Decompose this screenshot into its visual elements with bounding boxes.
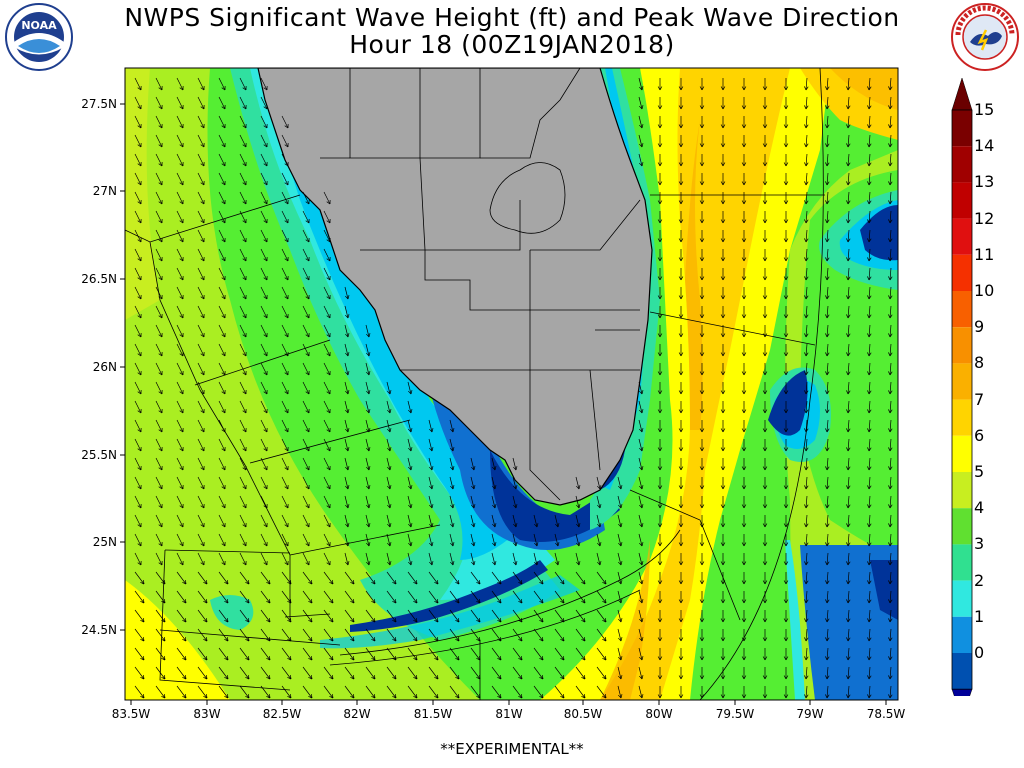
colorbar-segment: [952, 508, 972, 545]
colorbar-label: 2: [974, 570, 985, 590]
nws-logo: [951, 3, 1019, 71]
lon-label: 81W: [495, 707, 522, 721]
lon-label: 81.5W: [414, 707, 453, 721]
experimental-footer: **EXPERIMENTAL**: [440, 740, 584, 758]
colorbar-label: 9: [974, 317, 985, 337]
colorbar-segment: [952, 580, 972, 617]
lon-label: 83W: [193, 707, 220, 721]
colorbar-segment: [952, 218, 972, 255]
colorbar-label: 15: [974, 100, 995, 119]
colorbar-top-arrow: [951, 78, 973, 111]
colorbar-segment: [952, 327, 972, 364]
colorbar-label: 1: [974, 606, 985, 626]
lat-label: 27.5N: [81, 97, 117, 111]
lat-label: 26N: [93, 360, 117, 374]
noaa-logo-text: NOAA: [21, 19, 57, 32]
lon-label: 78.5W: [867, 707, 906, 721]
lon-label: 82W: [343, 707, 370, 721]
colorbar-label: 14: [974, 136, 995, 156]
noaa-logo: NOAA: [5, 3, 73, 71]
colorbar-segment: [952, 182, 972, 219]
lat-label: 27N: [93, 184, 117, 198]
lon-label: 82.5W: [263, 707, 302, 721]
lon-label: 83.5W: [112, 707, 151, 721]
colorbar-label: 4: [974, 498, 985, 518]
colorbar-segment: [952, 363, 972, 400]
lat-label: 25.5N: [81, 448, 117, 462]
colorbar-segment: [952, 544, 972, 581]
colorbar-segment: [952, 146, 972, 183]
lat-label: 26.5N: [81, 272, 117, 286]
colorbar-bottom-arrow: [951, 688, 973, 696]
colorbar-segment: [952, 616, 972, 653]
colorbar-label: 13: [974, 172, 995, 192]
colorbar: [951, 78, 973, 696]
lon-label: 79.5W: [716, 707, 755, 721]
chart-title-line2: Hour 18 (00Z19JAN2018): [349, 30, 675, 59]
lon-label: 79W: [796, 707, 823, 721]
colorbar-label: 7: [974, 389, 985, 409]
lon-label: 80W: [645, 707, 672, 721]
lat-label: 24.5N: [81, 623, 117, 637]
colorbar-segment: [952, 254, 972, 291]
colorbar-label: 8: [974, 353, 985, 373]
colorbar-label: 3: [974, 534, 985, 554]
colorbar-label: 11: [974, 244, 995, 264]
chart-title-line1: NWPS Significant Wave Height (ft) and Pe…: [124, 3, 900, 32]
colorbar-segment: [952, 291, 972, 328]
colorbar-label: 6: [974, 425, 985, 445]
colorbar-segment: [952, 399, 972, 436]
colorbar-segment: [952, 653, 972, 690]
colorbar-segment: [952, 435, 972, 472]
colorbar-label: 10: [974, 281, 995, 300]
colorbar-label: 0: [974, 643, 985, 662]
colorbar-segment: [952, 110, 972, 147]
colorbar-segment: [952, 472, 972, 509]
lon-label: 80.5W: [564, 707, 603, 721]
colorbar-label: 12: [974, 208, 995, 228]
colorbar-label: 5: [974, 462, 985, 481]
lat-label: 25N: [93, 535, 117, 549]
